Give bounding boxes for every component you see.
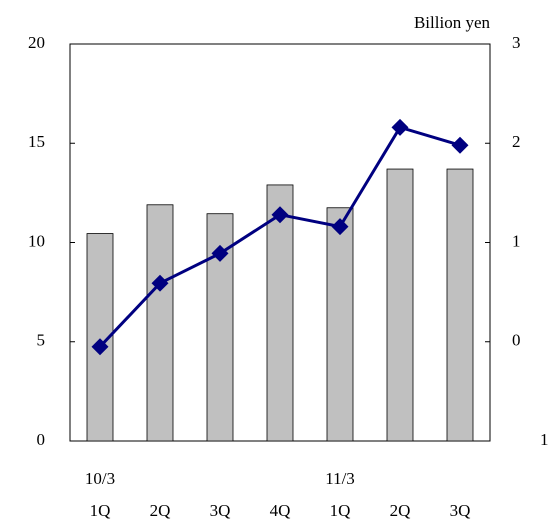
x-tick-label: 4Q bbox=[270, 501, 291, 520]
y2-axis-label: Billion yen bbox=[414, 13, 491, 32]
bar bbox=[386, 168, 414, 442]
x-tick-label: 3Q bbox=[210, 501, 231, 520]
bar bbox=[326, 207, 354, 442]
marker bbox=[271, 206, 289, 224]
y-tick-label: 5 bbox=[37, 331, 46, 350]
x-tick-label: 2Q bbox=[390, 501, 411, 520]
bar bbox=[146, 204, 174, 442]
y2-tick-label: 2 bbox=[512, 132, 521, 151]
x-tick-label: 1Q bbox=[90, 501, 111, 520]
marker bbox=[151, 274, 169, 292]
marker bbox=[451, 136, 469, 154]
y2-tick-label: 3 bbox=[512, 33, 521, 52]
period-label: 11/3 bbox=[325, 469, 355, 488]
y-tick-label: 15 bbox=[28, 132, 45, 151]
x-tick-label: 3Q bbox=[450, 501, 471, 520]
marker bbox=[331, 218, 349, 236]
marker bbox=[91, 338, 109, 356]
x-tick-label: 1Q bbox=[330, 501, 351, 520]
y-tick-label: 0 bbox=[37, 430, 46, 449]
period-label: 10/3 bbox=[85, 469, 115, 488]
marker bbox=[391, 118, 409, 136]
y2-tick-label: 1 bbox=[512, 231, 521, 250]
y2-tick-label: 0 bbox=[512, 331, 521, 350]
marker bbox=[211, 244, 229, 262]
y-tick-label: 20 bbox=[28, 33, 45, 52]
bar bbox=[446, 168, 474, 442]
y-tick-label: 10 bbox=[28, 231, 45, 250]
x-tick-label: 2Q bbox=[150, 501, 171, 520]
bar bbox=[266, 184, 294, 442]
y2-tick-label: 1 bbox=[540, 430, 549, 449]
